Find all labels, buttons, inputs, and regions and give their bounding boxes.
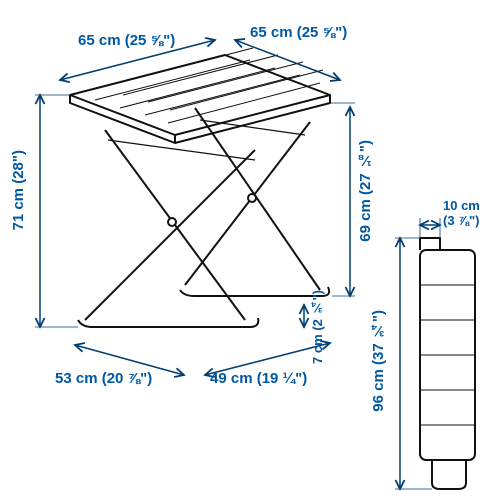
dim-foot-depth: 53 cm (20 ⅞")	[55, 370, 152, 387]
dim-height-under: 69 cm (27 ⅛")	[357, 140, 374, 242]
product-drawing	[0, 0, 500, 500]
dim-height-total: 71 cm (28")	[10, 150, 27, 231]
dim-foot-width: 49 cm (19 ¼")	[210, 370, 307, 387]
dim-folded-thickness: 10 cm(3 ⅞")	[443, 198, 480, 228]
dim-top-depth: 65 cm (25 ⅝")	[78, 32, 175, 49]
dim-folded-height: 96 cm (37 ¾")	[370, 310, 387, 412]
dim-top-width: 65 cm (25 ⅝")	[250, 24, 347, 41]
dim-foot-height: 7 cm (2 ¾")	[310, 290, 325, 364]
dimension-diagram: 65 cm (25 ⅝") 65 cm (25 ⅝") 71 cm (28") …	[0, 0, 500, 500]
